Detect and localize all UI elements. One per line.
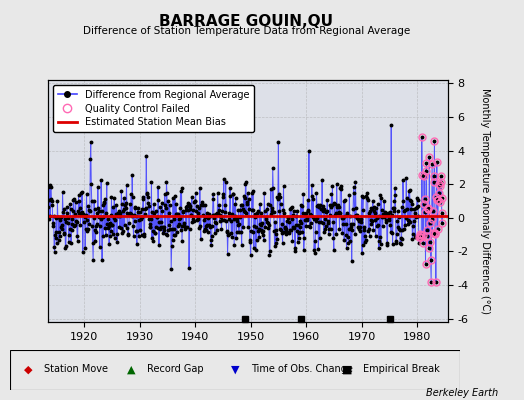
Text: ◆: ◆: [24, 364, 32, 374]
Text: BARRAGE GOUIN,QU: BARRAGE GOUIN,QU: [159, 14, 333, 29]
Text: Berkeley Earth: Berkeley Earth: [425, 388, 498, 398]
Text: Station Move: Station Move: [43, 364, 108, 374]
Y-axis label: Monthly Temperature Anomaly Difference (°C): Monthly Temperature Anomaly Difference (…: [480, 88, 490, 314]
Text: Empirical Break: Empirical Break: [363, 364, 440, 374]
Text: Difference of Station Temperature Data from Regional Average: Difference of Station Temperature Data f…: [83, 26, 410, 36]
Legend: Difference from Regional Average, Quality Control Failed, Estimated Station Mean: Difference from Regional Average, Qualit…: [53, 85, 254, 132]
Text: Record Gap: Record Gap: [147, 364, 204, 374]
Text: ▲: ▲: [127, 364, 136, 374]
Text: Time of Obs. Change: Time of Obs. Change: [251, 364, 353, 374]
Text: ▼: ▼: [231, 364, 239, 374]
Text: ■: ■: [342, 364, 353, 374]
